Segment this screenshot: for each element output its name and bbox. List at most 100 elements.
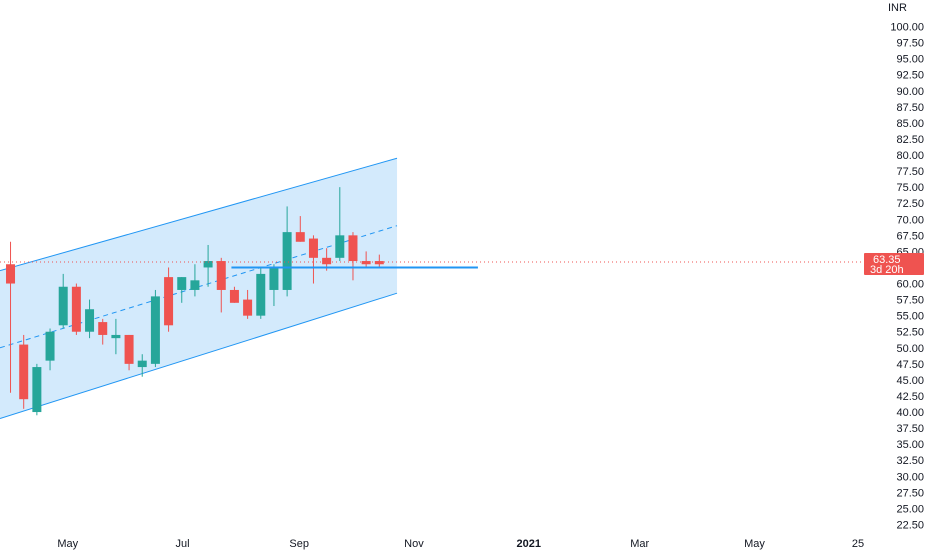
- channel-lower-line: [0, 292, 398, 419]
- candle-body: [137, 360, 147, 368]
- candles-layer: [6, 187, 384, 416]
- y-tick-label: 80.00: [896, 150, 924, 162]
- y-tick-label: 35.00: [896, 439, 924, 451]
- candle-body: [150, 296, 160, 364]
- candle: [137, 354, 147, 377]
- candle-body: [85, 309, 95, 332]
- candle-body: [111, 334, 121, 339]
- candle: [203, 244, 213, 287]
- candle-body: [58, 286, 68, 326]
- candle: [111, 318, 121, 355]
- candle: [216, 257, 226, 313]
- candle-body: [374, 261, 384, 265]
- candle-body: [229, 289, 239, 303]
- candle-body: [71, 286, 81, 332]
- y-tick-label: 22.50: [896, 520, 924, 532]
- y-tick-label: 97.50: [896, 38, 924, 50]
- candle-body: [322, 257, 332, 265]
- candle: [6, 241, 16, 393]
- candle: [124, 334, 134, 371]
- x-tick-label: Nov: [404, 538, 424, 550]
- countdown-badge-text: 3d 20h: [870, 264, 904, 276]
- candle-body: [6, 264, 16, 284]
- candle: [229, 286, 239, 303]
- candle-body: [216, 261, 226, 290]
- currency-label: INR: [888, 2, 907, 14]
- y-tick-label: 42.50: [896, 391, 924, 403]
- candle: [45, 328, 55, 371]
- y-tick-label: 32.50: [896, 455, 924, 467]
- candle: [177, 277, 187, 303]
- y-tick-label: 85.00: [896, 118, 924, 130]
- y-tick-label: 30.00: [896, 471, 924, 483]
- x-axis[interactable]: May Jul Sep Nov 2021 Mar May 25: [57, 538, 864, 550]
- candle: [308, 235, 318, 284]
- y-tick-label: 82.50: [896, 134, 924, 146]
- candle-body: [243, 299, 253, 316]
- candle-body: [256, 273, 266, 316]
- x-tick-label: Mar: [630, 538, 649, 550]
- x-tick-label: May: [57, 538, 78, 550]
- y-tick-label: 45.00: [896, 375, 924, 387]
- candle-body: [282, 232, 292, 290]
- candle: [348, 232, 358, 281]
- y-tick-label: 90.00: [896, 86, 924, 98]
- candle-body: [203, 261, 213, 268]
- candle: [32, 363, 42, 416]
- y-tick-label: 67.50: [896, 230, 924, 242]
- y-tick-label: 40.00: [896, 407, 924, 419]
- y-tick-label: 100.00: [890, 22, 924, 34]
- y-tick-label: 57.50: [896, 295, 924, 307]
- y-axis[interactable]: 22.50 25.00 27.50 30.00 32.50 35.00 37.50 40.00…: [890, 22, 924, 532]
- candle: [269, 264, 279, 307]
- y-tick-label: 77.50: [896, 166, 924, 178]
- y-tick-label: 52.50: [896, 327, 924, 339]
- y-tick-label: 37.50: [896, 423, 924, 435]
- candle-body: [19, 344, 29, 400]
- candle: [361, 251, 371, 268]
- candle: [58, 273, 68, 329]
- candle-body: [177, 277, 187, 290]
- candle-body: [335, 235, 345, 258]
- candle: [335, 187, 345, 262]
- candle-body: [361, 261, 371, 265]
- y-tick-label: 95.00: [896, 54, 924, 66]
- y-tick-label: 25.00: [896, 503, 924, 515]
- channel-upper-line: [0, 157, 398, 272]
- candle: [85, 299, 95, 339]
- x-tick-label: 25: [852, 538, 864, 550]
- candle-body: [269, 267, 279, 290]
- candle: [256, 267, 266, 319]
- candle-body: [308, 238, 318, 258]
- x-tick-label: 2021: [516, 538, 540, 550]
- x-tick-label: Sep: [289, 538, 309, 550]
- candle: [190, 264, 200, 297]
- y-tick-label: 60.00: [896, 279, 924, 291]
- candle-body: [295, 232, 305, 242]
- candle: [243, 289, 253, 319]
- candle: [164, 267, 174, 332]
- y-tick-label: 87.50: [896, 102, 924, 114]
- candle: [295, 216, 305, 242]
- candle-body: [32, 367, 42, 413]
- y-tick-label: 70.00: [896, 214, 924, 226]
- candle-body: [45, 331, 55, 361]
- candle: [374, 254, 384, 268]
- candle-body: [124, 334, 134, 364]
- y-tick-label: 55.00: [896, 311, 924, 323]
- candle: [282, 206, 292, 297]
- y-tick-label: 75.00: [896, 182, 924, 194]
- y-tick-label: 27.50: [896, 487, 924, 499]
- x-tick-label: May: [744, 538, 765, 550]
- countdown-badge: 3d 20h: [864, 263, 924, 276]
- y-tick-label: 72.50: [896, 198, 924, 210]
- candle-body: [98, 322, 108, 335]
- candle: [71, 283, 81, 335]
- y-tick-label: 47.50: [896, 359, 924, 371]
- candle: [98, 318, 108, 345]
- y-tick-label: 92.50: [896, 70, 924, 82]
- y-tick-label: 50.00: [896, 343, 924, 355]
- candle-body: [164, 277, 174, 326]
- candle: [19, 334, 29, 409]
